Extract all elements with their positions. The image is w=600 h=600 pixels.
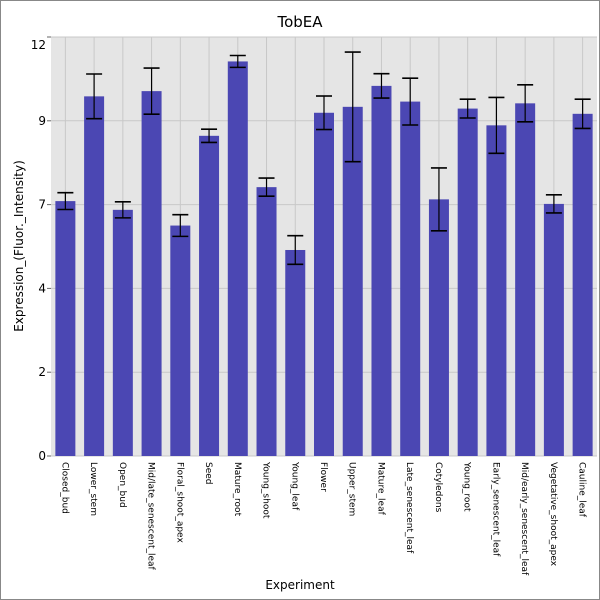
x-tick-label: Late_senescent_leaf — [404, 462, 414, 554]
x-tick-label: Upper_stem — [347, 462, 357, 516]
y-tick-label: 7 — [38, 198, 46, 212]
bar-seed — [199, 135, 220, 457]
bar-mature-leaf — [371, 85, 392, 456]
x-tick-label: Vegetative_shoot_apex — [548, 462, 558, 567]
x-tick-label: Mid/late_senescent_leaf — [146, 462, 156, 571]
x-tick-label: Open_bud — [117, 462, 127, 508]
x-tick-label: Seed — [203, 462, 213, 485]
y-axis-label: Expression_(Fluor._Intensity) — [12, 160, 26, 332]
bar-open-bud — [112, 209, 133, 456]
bar-upper-stem — [342, 106, 363, 456]
x-tick-label: Young_root — [462, 461, 472, 512]
bar-closed-bud — [55, 201, 76, 456]
y-tick-label: 2 — [38, 365, 46, 379]
y-tick-label: 12 — [31, 38, 46, 52]
x-tick-label: Mature_root — [232, 462, 242, 517]
x-tick-label: Mature_leaf — [375, 462, 385, 516]
y-tick-label: 4 — [38, 281, 46, 295]
y-tick-label: 9 — [38, 114, 46, 128]
x-tick-label: Flower — [318, 462, 328, 492]
bar-early-senescent-leaf — [486, 125, 507, 456]
x-tick-label: Young_shoot — [261, 461, 271, 519]
bar-mid-late-senescent-leaf — [141, 91, 162, 456]
y-tick-label: 0 — [38, 449, 46, 463]
x-tick-label: Mid/early_senescent_leaf — [519, 462, 529, 576]
bar-lower-stem — [84, 96, 105, 456]
x-tick-label: Early_senescent_leaf — [490, 462, 500, 557]
bar-young-shoot — [256, 187, 277, 456]
x-tick-label: Young_leaf — [289, 461, 299, 511]
chart-title: TobEA — [276, 13, 323, 31]
x-axis-label: Experiment — [265, 578, 335, 592]
x-tick-label: Floral_shoot_apex — [174, 462, 184, 543]
bar-floral-shoot-apex — [170, 225, 191, 456]
x-tick-label: Cauline_leaf — [577, 462, 587, 518]
bar-young-root — [457, 108, 478, 457]
bar-vegetative-shoot-apex — [543, 203, 564, 456]
bar-cauline-leaf — [572, 113, 593, 457]
bar-young-leaf — [285, 249, 306, 456]
bar-mid-early-senescent-leaf — [515, 103, 536, 456]
bar-mature-root — [227, 61, 248, 457]
x-tick-label: Lower_stem — [88, 462, 98, 516]
bar-flower — [314, 112, 334, 456]
bar-late-senescent-leaf — [400, 101, 421, 457]
x-tick-label: Closed_bud — [59, 462, 69, 514]
x-tick-label: Cotyledons — [433, 462, 443, 513]
bar-cotyledons — [428, 199, 449, 457]
